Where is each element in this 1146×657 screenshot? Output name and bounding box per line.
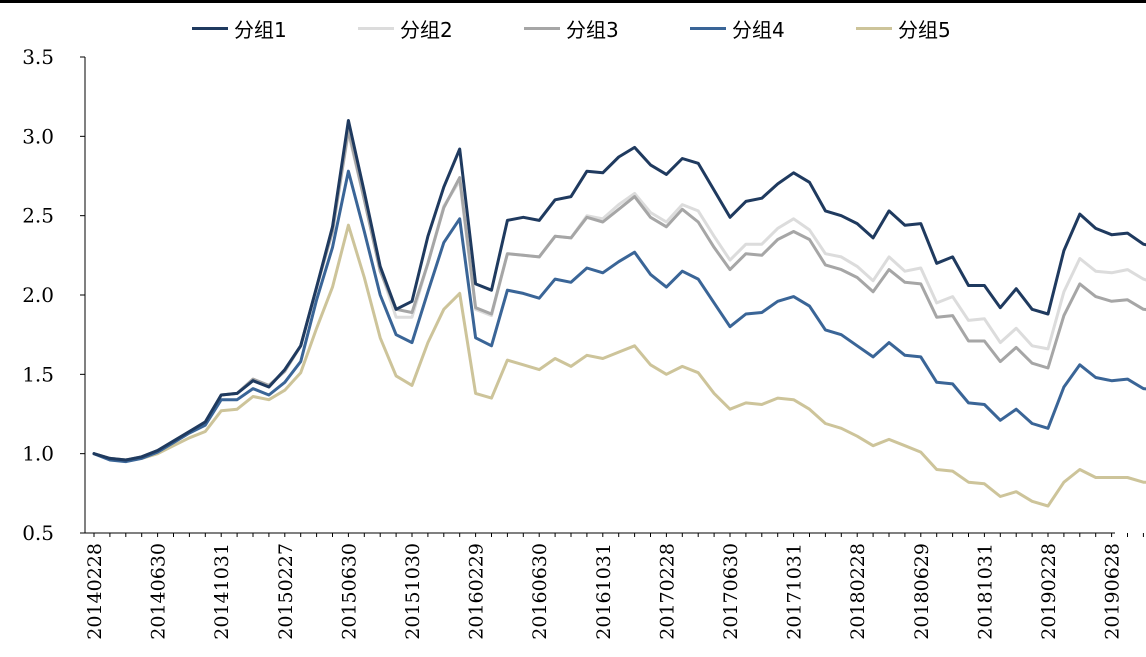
legend-swatch-5: [856, 27, 892, 30]
y-tick-label: 3.5: [22, 45, 54, 69]
x-tick-label: 20170228: [656, 543, 678, 640]
legend-label-3: 分组3: [566, 18, 619, 42]
x-tick-label: 20181031: [974, 543, 996, 640]
legend-label-2: 分组2: [400, 18, 453, 42]
legend-label-4: 分组4: [732, 18, 785, 42]
x-tick-label: 20190628: [1102, 543, 1124, 640]
x-tick-label: 20161031: [593, 543, 615, 640]
x-tick-label: 20141031: [211, 543, 233, 640]
legend-item-5: 分组5: [856, 14, 1022, 43]
axes: 0.5 1.0 1.5 2.0 2.5 3.0 3.5 20140228 20140630 201…: [22, 45, 1144, 640]
y-tick-label: 0.5: [22, 521, 54, 545]
series-line-5: [92, 223, 1146, 508]
top-rule: [0, 0, 1146, 3]
x-tick-label: 20160630: [529, 543, 551, 640]
legend-swatch-1: [192, 27, 228, 30]
series-layer: [92, 119, 1146, 508]
x-tick-label: 20171031: [784, 543, 806, 640]
x-tick-label: 20150630: [338, 543, 360, 640]
legend-item-1: 分组1: [192, 14, 358, 43]
x-tick-label: 20151030: [402, 543, 424, 640]
series-line-4: [92, 169, 1146, 464]
x-tick-label: 20190228: [1038, 543, 1060, 640]
x-tick-label: 20180629: [911, 543, 933, 640]
x-tick-label: 20160229: [466, 543, 488, 640]
x-tick-label: 20170630: [720, 543, 742, 640]
x-tick-label: 20140228: [84, 543, 106, 640]
legend-item-4: 分组4: [690, 14, 856, 43]
y-tick-label: 2.0: [22, 283, 54, 307]
y-tick-label: 3.0: [22, 124, 54, 148]
y-tick-label: 2.5: [22, 204, 54, 228]
legend-swatch-2: [358, 27, 394, 30]
series-line-2: [92, 131, 1146, 462]
legend-swatch-3: [524, 27, 560, 30]
legend-swatch-4: [690, 27, 726, 30]
x-tick-label: 20140630: [148, 543, 170, 640]
legend-label-1: 分组1: [234, 18, 287, 42]
x-tick-label: 20180228: [847, 543, 869, 640]
legend-item-2: 分组2: [358, 14, 524, 43]
series-line-1: [92, 119, 1146, 462]
x-tick-label: 20150227: [275, 543, 297, 640]
series-line-3: [92, 128, 1146, 462]
legend-label-5: 分组5: [898, 18, 951, 42]
legend: 分组1 分组2 分组3 分组4 分组5: [192, 14, 1022, 43]
legend-item-3: 分组3: [524, 14, 690, 43]
y-tick-label: 1.0: [22, 442, 54, 466]
y-tick-label: 1.5: [22, 362, 54, 386]
